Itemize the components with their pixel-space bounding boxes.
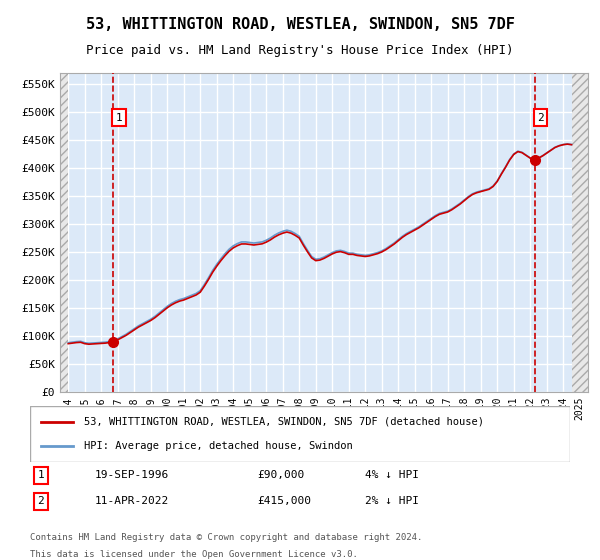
- Text: This data is licensed under the Open Government Licence v3.0.: This data is licensed under the Open Gov…: [30, 550, 358, 559]
- Text: 1: 1: [116, 113, 122, 123]
- Text: 1: 1: [37, 470, 44, 480]
- Text: £90,000: £90,000: [257, 470, 304, 480]
- Bar: [571, 73, 588, 392]
- Text: 2% ↓ HPI: 2% ↓ HPI: [365, 496, 419, 506]
- Text: 2: 2: [37, 496, 44, 506]
- Text: £415,000: £415,000: [257, 496, 311, 506]
- FancyBboxPatch shape: [30, 406, 570, 462]
- Text: 19-SEP-1996: 19-SEP-1996: [95, 470, 169, 480]
- Text: HPI: Average price, detached house, Swindon: HPI: Average price, detached house, Swin…: [84, 441, 353, 451]
- Text: Contains HM Land Registry data © Crown copyright and database right 2024.: Contains HM Land Registry data © Crown c…: [30, 533, 422, 542]
- Text: Price paid vs. HM Land Registry's House Price Index (HPI): Price paid vs. HM Land Registry's House …: [86, 44, 514, 57]
- Text: 53, WHITTINGTON ROAD, WESTLEA, SWINDON, SN5 7DF: 53, WHITTINGTON ROAD, WESTLEA, SWINDON, …: [86, 17, 514, 32]
- Text: 4% ↓ HPI: 4% ↓ HPI: [365, 470, 419, 480]
- Text: 11-APR-2022: 11-APR-2022: [95, 496, 169, 506]
- Text: 2: 2: [538, 113, 544, 123]
- Bar: [60, 73, 68, 392]
- Text: 53, WHITTINGTON ROAD, WESTLEA, SWINDON, SN5 7DF (detached house): 53, WHITTINGTON ROAD, WESTLEA, SWINDON, …: [84, 417, 484, 427]
